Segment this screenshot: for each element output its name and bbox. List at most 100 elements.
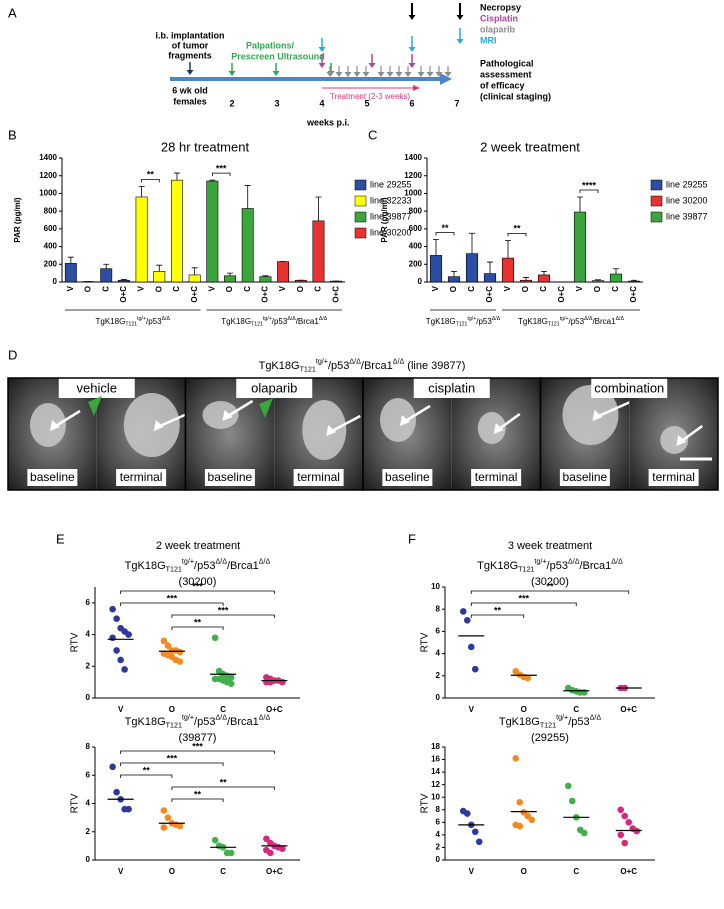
implantation-label: of tumor (172, 40, 209, 50)
chart-subtitle-part: T121 (166, 721, 182, 729)
x-tick-label: C (314, 286, 323, 292)
group-label-part: /p53 (146, 317, 162, 326)
image-label: terminal (120, 470, 163, 484)
bar (206, 180, 219, 283)
tumor-arrow (497, 412, 521, 432)
group-label: olaparib (251, 380, 297, 395)
arrow-head (395, 72, 403, 77)
y-tick-label: 400 (409, 242, 423, 251)
chart-subtitle: (29255) (531, 732, 569, 744)
chart-subtitle-part: Δ/Δ (259, 557, 271, 565)
tumor (302, 400, 347, 460)
y-tick-label: 2 (86, 827, 91, 836)
image-label: baseline (208, 470, 253, 484)
chart-subtitle-part: TgK18G (477, 560, 518, 572)
green-arrow (88, 396, 102, 416)
legend-swatch (354, 227, 367, 239)
data-point (109, 605, 116, 613)
group-label-part: Δ/Δ (616, 316, 625, 322)
significance-bracket (120, 750, 275, 754)
weeks-axis-label: weeks p.i. (306, 117, 350, 127)
arrow-head (368, 63, 376, 68)
x-tick-label: V (431, 285, 440, 291)
x-tick-label: O+C (266, 867, 283, 876)
bar (483, 273, 497, 283)
y-tick-label: 0 (53, 277, 58, 286)
treatment-head (413, 85, 420, 91)
group-label-part: Δ/Δ (162, 316, 171, 322)
image-label-box (471, 469, 522, 486)
error-bar (262, 275, 269, 277)
significance-bracket (470, 614, 525, 618)
tumor-arrow-head (326, 425, 337, 436)
x-tick-label: O (84, 286, 93, 292)
panel-label: A (8, 5, 17, 20)
tumor-arrow (225, 399, 254, 419)
group-label-box (58, 378, 135, 398)
data-point (524, 674, 532, 682)
y-tick-label: 800 (44, 206, 58, 215)
error-bar (577, 196, 583, 213)
significance-bracket (171, 614, 275, 618)
data-point (512, 755, 520, 762)
group-label: TgK18GT121tg/+/p53Δ/Δ (96, 316, 171, 328)
chart-subtitle: TgK18GT121tg/+/p53Δ/Δ/Brca1Δ/Δ (125, 713, 271, 729)
x-tick-label: O+C (190, 286, 199, 303)
x-tick-label: V (118, 705, 124, 714)
x-tick-label: C (243, 286, 252, 292)
significance-label: *** (167, 753, 178, 763)
data-point (621, 839, 629, 847)
y-tick-label: 200 (44, 259, 58, 268)
chart-subtitle-part: tg/+ (182, 713, 194, 721)
legend-label: olaparib (480, 24, 516, 34)
bar (537, 274, 551, 283)
data-point (463, 617, 471, 624)
data-point (164, 642, 172, 649)
tumor-arrow (329, 414, 361, 434)
chart-subtitle-part: tg/+ (556, 713, 568, 721)
assessment-label: (clinical staging) (480, 91, 551, 101)
x-tick-label: O+C (620, 705, 637, 714)
error-bar (487, 261, 493, 274)
arrow-head (272, 71, 280, 76)
arrow-head (408, 47, 416, 52)
x-tick-label: O+C (119, 286, 128, 303)
x-tick-label: C (573, 867, 579, 876)
group-label-part: T121 (251, 322, 263, 328)
legend-label: line 29255 (666, 179, 708, 189)
mri-title-part: tg/+ (316, 357, 328, 365)
error-bar (613, 268, 619, 275)
group-label-part: tg/+ (560, 316, 569, 322)
error-bar (67, 256, 74, 264)
data-point (617, 806, 625, 814)
chart-subtitle-part: /Brca1 (579, 560, 611, 572)
significance-bracket (507, 232, 527, 237)
error-bar (469, 232, 475, 254)
chart-title: 3 week treatment (508, 540, 592, 552)
x-tick-label: O+C (261, 286, 270, 303)
group-label-part: tg/+ (263, 316, 272, 322)
legend-label: line 30200 (666, 195, 708, 205)
arrow-head (426, 72, 434, 77)
significance-label: ** (441, 223, 449, 233)
x-tick-label: O+C (620, 867, 637, 876)
group-label-part: T121 (548, 322, 560, 328)
group-label-box (413, 378, 490, 398)
data-point (164, 814, 172, 821)
x-tick-label: V (278, 285, 287, 291)
y-tick-label: 2 (436, 671, 441, 680)
data-point (621, 812, 629, 820)
error-bar (631, 279, 637, 282)
significance-label: ** (194, 789, 202, 799)
group-label-part: tg/+ (467, 316, 476, 322)
x-tick-label: V (207, 285, 216, 291)
y-axis-label: PAR (pg/ml) (380, 197, 389, 243)
image-label: terminal (652, 470, 695, 484)
x-tick-label: C (220, 867, 226, 876)
x-tick-label: O (593, 286, 602, 292)
y-axis-label: RTV (70, 793, 81, 813)
y-tick-label: 6 (436, 627, 441, 636)
y-tick-label: 8 (436, 604, 441, 613)
significance-label: ** (546, 581, 554, 591)
